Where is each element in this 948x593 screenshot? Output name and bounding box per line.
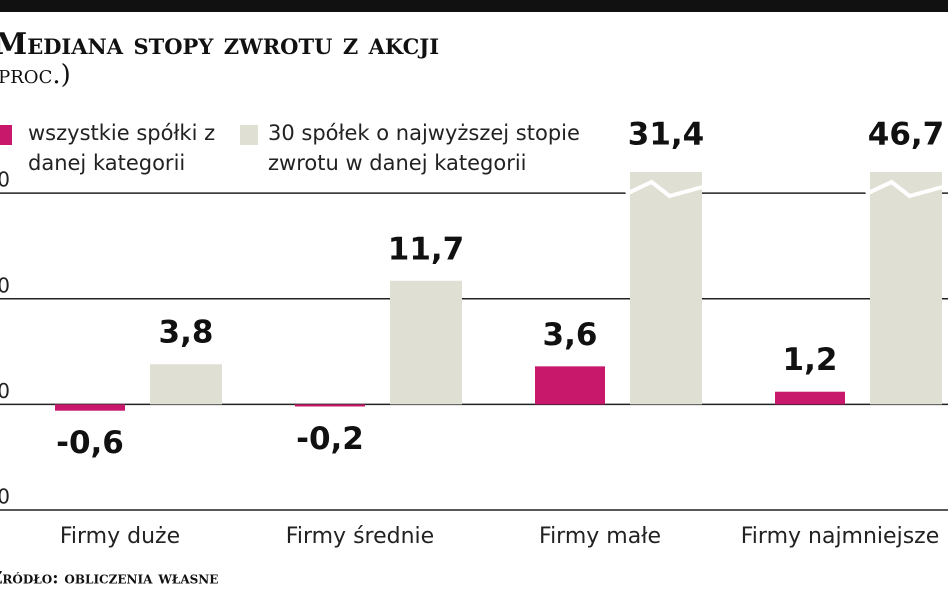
bars xyxy=(55,172,942,411)
bar xyxy=(390,280,462,405)
legend-swatch xyxy=(0,125,12,145)
y-tick-label: 0 xyxy=(0,379,10,403)
legend-swatch xyxy=(240,125,258,145)
legend-label: 30 spółek o najwyższej stopie zwrotu w d… xyxy=(268,121,580,175)
y-tick-label: 20 xyxy=(0,168,10,192)
legend-label: wszystkie spółki z danej kategorii xyxy=(28,121,216,175)
source: Źródło: obliczenia własne xyxy=(0,568,218,589)
bar xyxy=(775,391,845,405)
axis-break xyxy=(625,179,707,199)
value-label: 3,8 xyxy=(159,315,214,351)
value-label: -0,6 xyxy=(56,425,124,461)
bar xyxy=(295,404,365,407)
chart-title: Mediana stopy zwrotu z akcji xyxy=(0,27,439,62)
x-tick-label: Firmy duże xyxy=(60,524,180,549)
x-tick-label: Firmy średnie xyxy=(286,524,434,549)
value-label: 31,4 xyxy=(628,117,705,153)
axis-break xyxy=(865,179,947,199)
y-tick-label: 10 xyxy=(0,273,10,297)
value-label: 3,6 xyxy=(543,317,598,353)
x-tick-label: Firmy najmniejsze xyxy=(741,524,939,549)
bar xyxy=(870,172,942,405)
y-tick-label: -10 xyxy=(0,485,10,509)
bar xyxy=(55,404,125,411)
value-label: -0,2 xyxy=(296,421,364,457)
bar xyxy=(535,366,605,405)
chart-subtitle: (proc.) xyxy=(0,60,71,90)
bar xyxy=(630,172,702,405)
x-tick-label: Firmy małe xyxy=(539,524,661,549)
value-label: 11,7 xyxy=(388,231,465,267)
value-label: 46,7 xyxy=(868,117,945,153)
top-band xyxy=(0,0,948,12)
value-label: 1,2 xyxy=(783,342,838,378)
bar xyxy=(150,364,222,405)
